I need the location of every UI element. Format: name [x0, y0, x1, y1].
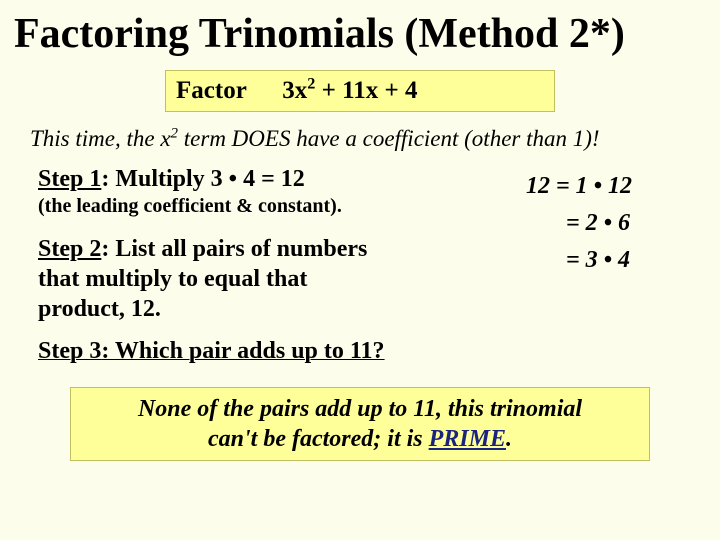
- pair-line-1: 12 = 1 • 12: [468, 168, 690, 205]
- factor-expression-box: Factor 3x2 + 11x + 4: [165, 70, 555, 112]
- pair-line-2: = 2 • 6: [506, 205, 690, 242]
- step-1-label: Step 1: [38, 166, 101, 192]
- step-2: Step 2: List all pairs of numbers that m…: [38, 234, 398, 324]
- factor-pairs: 12 = 1 • 12 = 2 • 6 = 3 • 4: [468, 168, 690, 280]
- steps-column: Step 1: Multiply 3 • 4 = 12 (the leading…: [38, 166, 468, 381]
- step-1-text: : Multiply 3 • 4 = 12: [101, 166, 304, 192]
- conclusion-line-2: can't be factored; it is PRIME.: [85, 424, 635, 454]
- conclusion-line-1: None of the pairs add up to 11, this tri…: [85, 394, 635, 424]
- step-3-label: Step 3: [38, 338, 101, 364]
- page-title: Factoring Trinomials (Method 2*): [0, 0, 720, 62]
- step-2-label: Step 2: [38, 236, 101, 262]
- content-columns: Step 1: Multiply 3 • 4 = 12 (the leading…: [0, 166, 720, 381]
- coefficient-note: This time, the x2 term DOES have a coeff…: [0, 122, 720, 166]
- prime-word: PRIME: [429, 426, 506, 452]
- step-3-text: : Which pair adds up to 11?: [101, 338, 384, 364]
- factor-expression: 3x2 + 11x + 4: [282, 77, 417, 104]
- pair-line-3: = 3 • 4: [506, 242, 690, 279]
- factor-label: Factor: [176, 77, 276, 105]
- step-1-sub: (the leading coefficient & constant).: [38, 195, 468, 218]
- pairs-column: 12 = 1 • 12 = 2 • 6 = 3 • 4: [468, 166, 690, 381]
- step-3: Step 3: Which pair adds up to 11?: [38, 338, 468, 365]
- conclusion-box: None of the pairs add up to 11, this tri…: [70, 387, 650, 461]
- step-1: Step 1: Multiply 3 • 4 = 12: [38, 166, 468, 193]
